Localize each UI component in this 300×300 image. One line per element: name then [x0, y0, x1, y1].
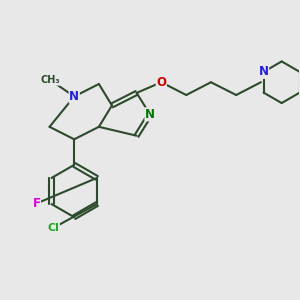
Text: Cl: Cl [47, 223, 59, 233]
Text: N: N [259, 65, 269, 78]
Text: N: N [69, 90, 79, 103]
Text: O: O [156, 76, 166, 89]
Text: F: F [32, 197, 40, 210]
Text: N: N [145, 108, 155, 121]
Text: CH₃: CH₃ [40, 75, 60, 85]
